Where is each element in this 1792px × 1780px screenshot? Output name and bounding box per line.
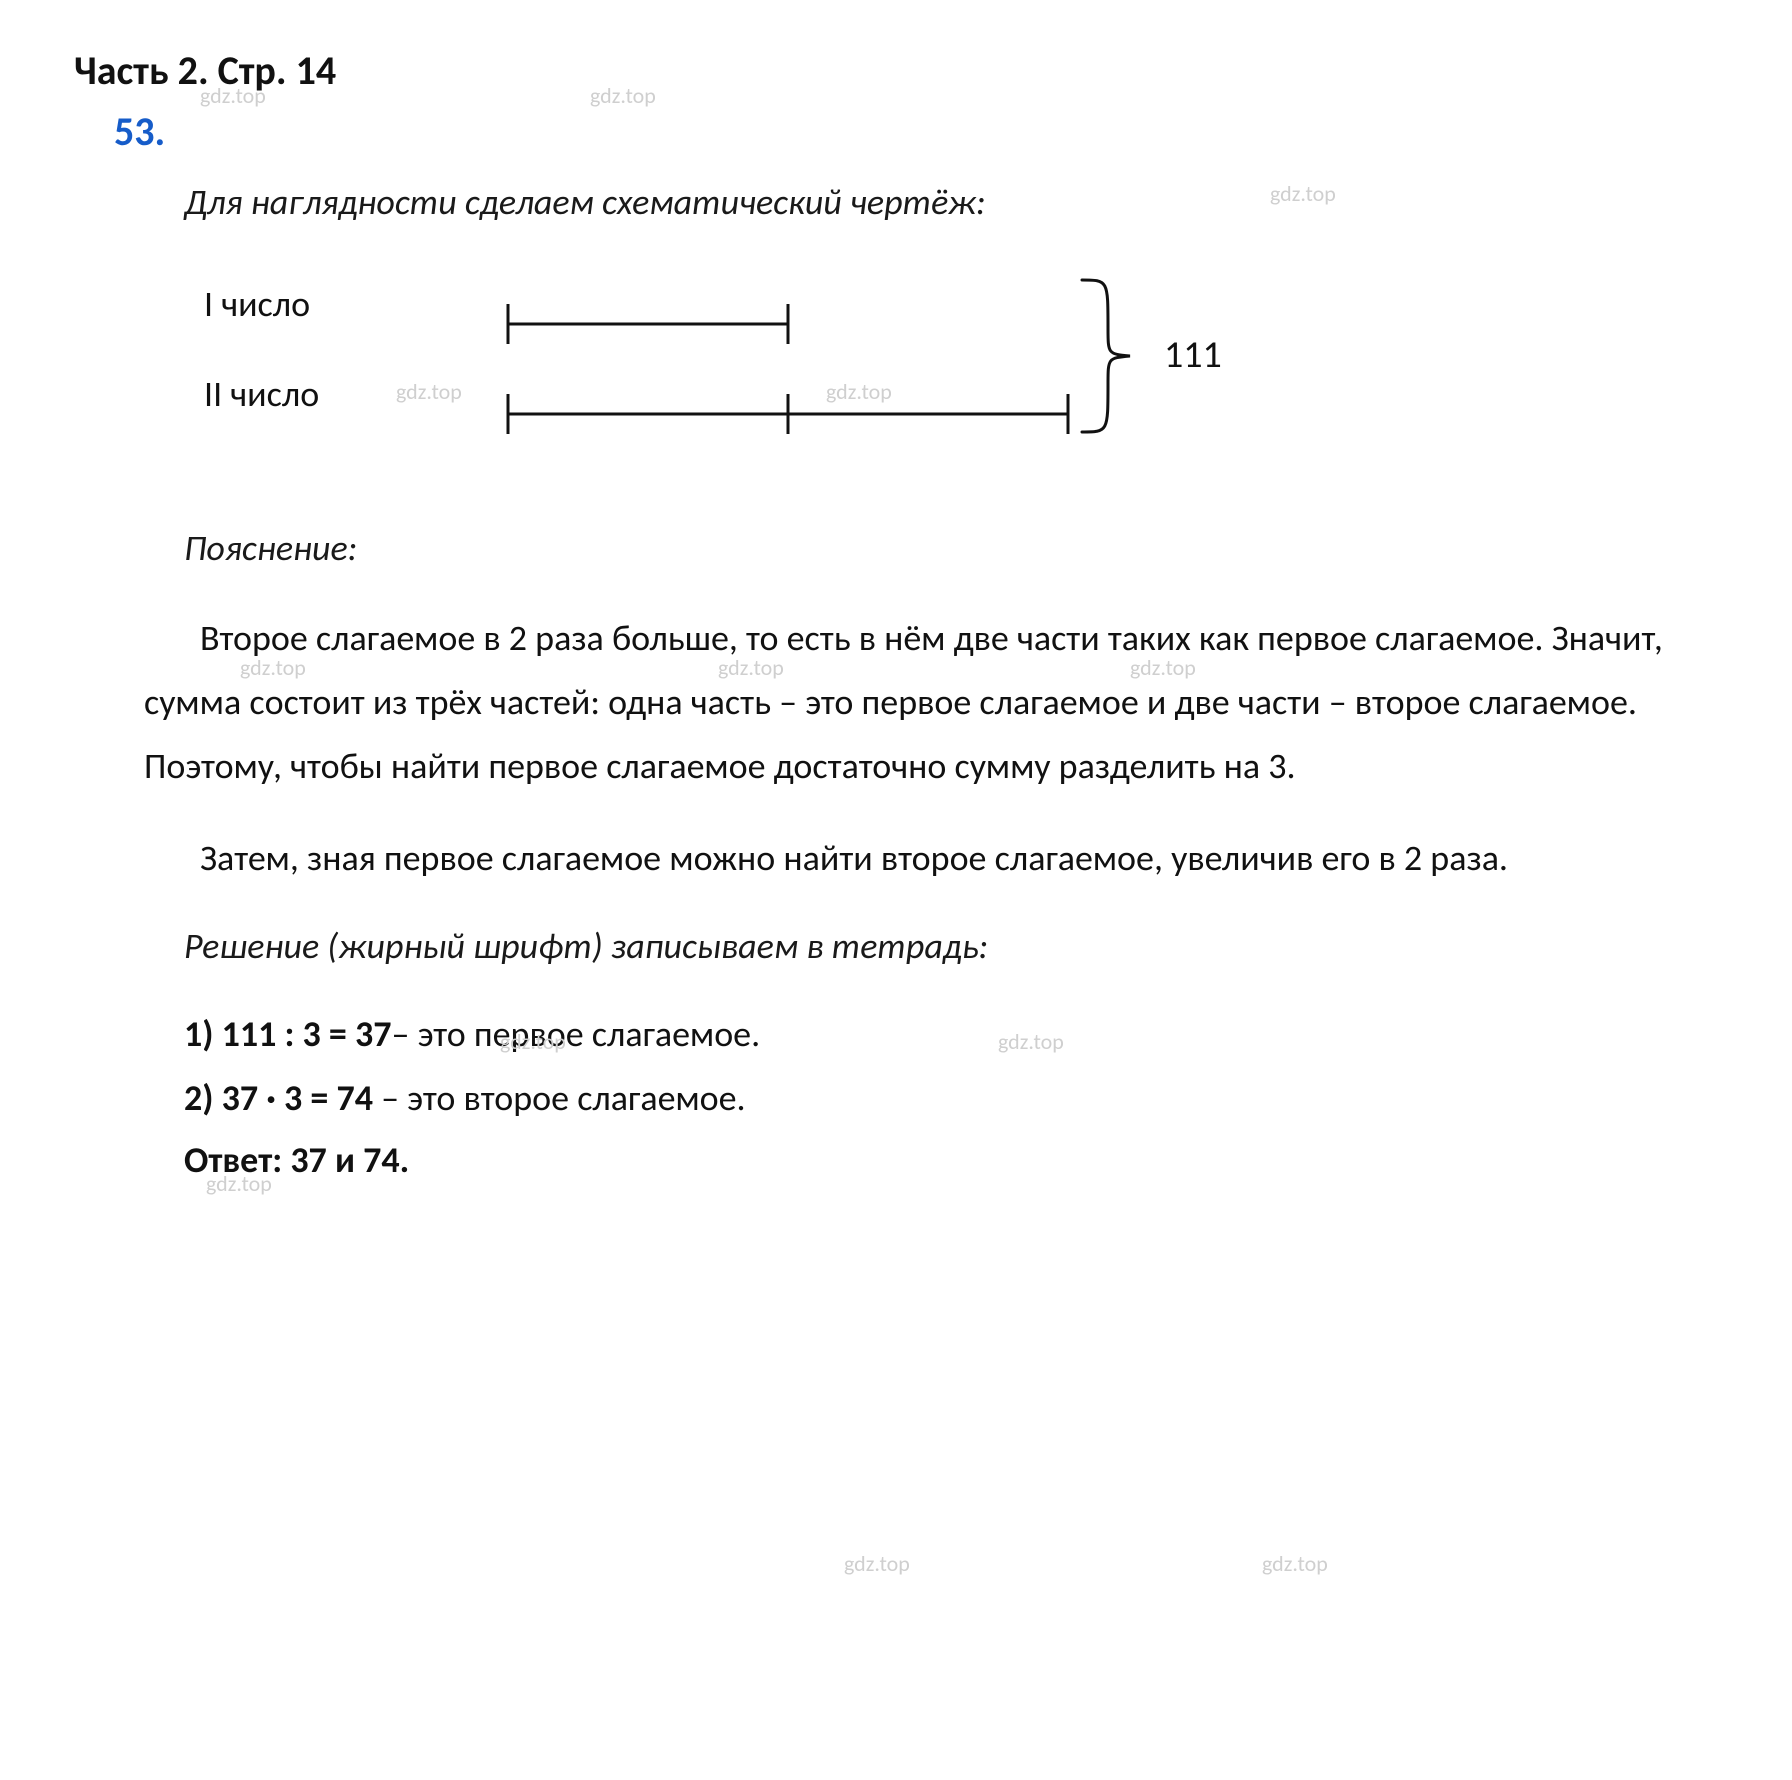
answer-line: Ответ: 37 и 74.: [184, 1138, 1728, 1182]
problem-number: 53.: [114, 107, 1728, 156]
explanation-paragraph: Второе слагаемое в 2 раза больше, то ест…: [144, 606, 1688, 798]
watermark: gdz.top: [844, 1550, 910, 1577]
diagram-row2-label: II число: [204, 372, 319, 416]
diagram-bar-2: [504, 390, 1072, 438]
diagram-row1-label: I число: [204, 282, 310, 326]
solution-title: Решение (жирный шрифт) записываем в тетр…: [184, 924, 1728, 968]
intro-italic: Для наглядности сделаем схематический че…: [184, 180, 1728, 224]
solution-step: 1) 111 : 3 = 37– это первое слагаемое.: [184, 1002, 1728, 1066]
explanation-paragraph: Затем, зная первое слагаемое можно найти…: [144, 826, 1688, 890]
solution-step: 2) 37 · 3 = 74 – это второе слагаемое.: [184, 1066, 1728, 1130]
step-bold: 1) 111 : 3 = 37: [184, 1012, 392, 1056]
diagram-bar-1: [504, 300, 792, 348]
step-rest: – это первое слагаемое.: [392, 1012, 761, 1056]
page-header: Часть 2. Стр. 14: [74, 46, 1728, 95]
step-bold: 2) 37 · 3 = 74: [184, 1076, 373, 1120]
explanation-title: Пояснение:: [184, 526, 1728, 570]
schematic-diagram: I число II число 111: [204, 270, 1728, 470]
answer-label: Ответ:: [184, 1138, 290, 1182]
step-rest: – это второе слагаемое.: [373, 1076, 746, 1120]
answer-value: 37 и 74.: [290, 1138, 409, 1182]
watermark: gdz.top: [1262, 1550, 1328, 1577]
diagram-brace: [1074, 276, 1144, 436]
diagram-brace-value: 111: [1164, 332, 1222, 378]
